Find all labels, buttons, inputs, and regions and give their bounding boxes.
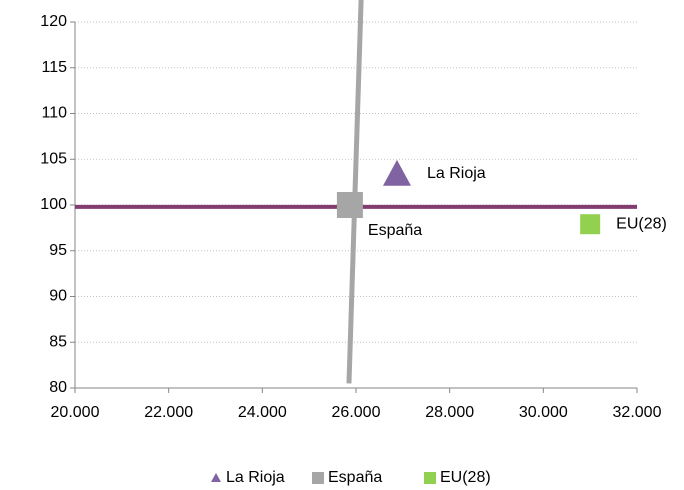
- x-tick-label: 28.000: [425, 404, 474, 421]
- y-tick-label: 120: [40, 13, 67, 30]
- point-label: España: [368, 222, 422, 239]
- marker: [580, 214, 601, 235]
- legend-marker: [211, 473, 221, 482]
- point-label: EU(28): [616, 215, 667, 232]
- y-tick-label: 90: [49, 288, 67, 305]
- x-tick-label: 32.000: [613, 404, 662, 421]
- x-tick-label: 30.000: [519, 404, 568, 421]
- marker: [336, 192, 363, 218]
- legend-label: La Rioja: [226, 469, 285, 486]
- y-tick-label: 100: [40, 196, 67, 213]
- reference-line: [346, 0, 364, 384]
- legend-marker: [312, 472, 324, 484]
- x-tick-label: 22.000: [144, 404, 193, 421]
- x-tick-label: 26.000: [332, 404, 381, 421]
- y-tick-label: 95: [49, 242, 67, 259]
- x-tick-label: 20.000: [51, 404, 100, 421]
- y-tick-label: 105: [40, 150, 67, 167]
- legend-label: España: [328, 469, 382, 486]
- legend-marker: [424, 472, 436, 484]
- y-tick-label: 110: [41, 105, 67, 122]
- marker: [382, 159, 411, 186]
- y-tick-label: 115: [41, 59, 67, 76]
- y-tick-label: 85: [49, 333, 67, 350]
- legend-label: EU(28): [440, 469, 491, 486]
- x-tick-label: 24.000: [238, 404, 287, 421]
- y-tick-label: 80: [49, 379, 67, 396]
- point-label: La Rioja: [427, 165, 486, 182]
